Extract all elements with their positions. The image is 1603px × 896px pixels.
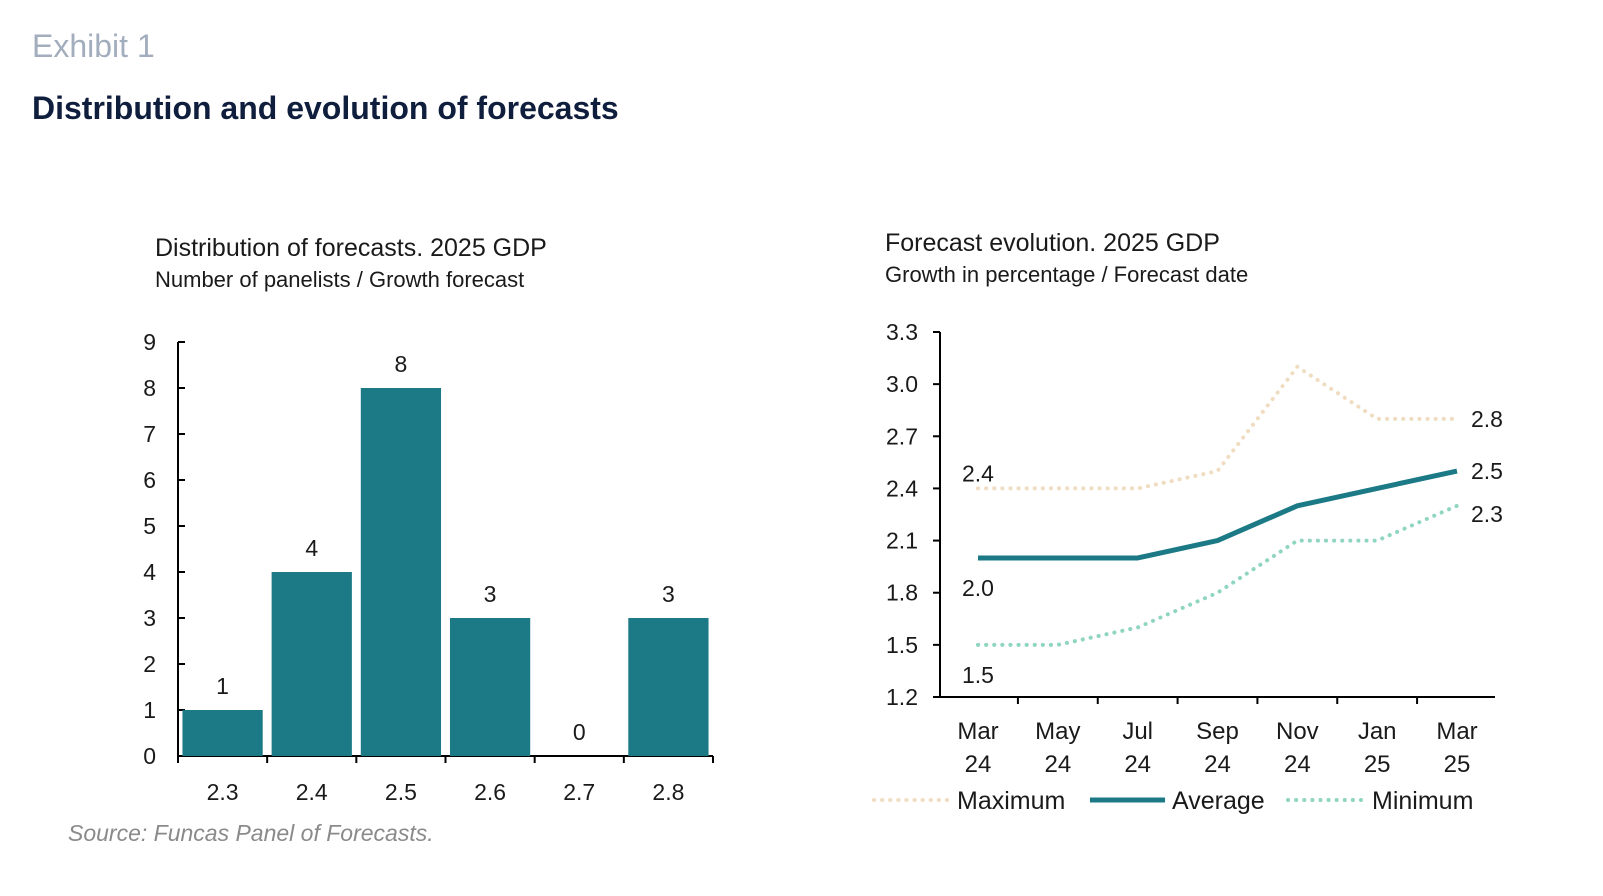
series-line-minimum (976, 503, 1459, 647)
line-y-tick-label: 1.5 (886, 632, 918, 658)
line-x-tick-label-month: Jul (1122, 718, 1153, 745)
line-y-tick-label: 2.4 (886, 475, 918, 501)
line-x-tick-label-month: Jan (1358, 718, 1397, 745)
bar (449, 618, 531, 756)
series-start-label-average: 2.0 (962, 575, 994, 601)
line-y-tick-label: 3.0 (886, 371, 918, 397)
bar-y-tick-label: 9 (143, 329, 156, 355)
source-note: Source: Funcas Panel of Forecasts. (68, 820, 434, 846)
legend-label-average: Average (1172, 787, 1265, 815)
line-x-tick-label-year: 25 (1364, 751, 1391, 778)
bar-y-tick-label: 1 (143, 697, 156, 723)
line-x-tick-label-year: 24 (1044, 751, 1071, 778)
legend-label-minimum: Minimum (1372, 787, 1473, 815)
line-x-tick-label-month: Sep (1196, 718, 1239, 745)
bar-x-tick-label: 2.5 (385, 779, 417, 805)
bar-data-label: 3 (662, 581, 675, 607)
bar-data-label: 0 (573, 719, 586, 745)
bar-x-tick-label: 2.6 (474, 779, 506, 805)
bar-chart-subtitle: Number of panelists / Growth forecast (155, 267, 524, 292)
bar (360, 388, 442, 756)
line-x-tick-label-year: 24 (1204, 751, 1231, 778)
bar-y-tick-label: 2 (143, 651, 156, 677)
bar (628, 618, 709, 756)
line-chart: 1.2 1.5 1.8 2.1 2.4 2.7 3.0 3.3 Mar 24 May 24 Jul 24 S… (872, 319, 1503, 815)
line-y-tick-label: 2.7 (886, 423, 918, 449)
line-chart-subtitle: Growth in percentage / Forecast date (885, 262, 1248, 287)
bar-data-label: 3 (484, 581, 497, 607)
bar-y-tick-label: 8 (143, 375, 156, 401)
series-line-average (978, 468, 1458, 561)
line-x-tick-label-year: 24 (1284, 751, 1311, 778)
bar-x-tick-label: 2.8 (652, 779, 684, 805)
bar-y-tick-label: 5 (143, 513, 156, 539)
series-end-label-maximum: 2.8 (1471, 406, 1503, 432)
series-end-label-average: 2.5 (1471, 458, 1503, 484)
bar-chart: 0 1 2 3 4 5 6 7 8 9 1 2.3 4 2.4 8 2.5 3 2.6 0 2.7 3 2.8 (143, 329, 714, 805)
bar-y-tick-label: 4 (143, 559, 156, 585)
series-start-label-minimum: 1.5 (962, 662, 994, 688)
bar (271, 572, 352, 756)
line-chart-title: Forecast evolution. 2025 GDP (885, 229, 1220, 257)
line-y-tick-label: 2.1 (886, 528, 918, 554)
bar-y-tick-label: 3 (143, 605, 156, 631)
series-start-label-maximum: 2.4 (962, 460, 994, 486)
line-x-tick-label-year: 24 (1124, 751, 1151, 778)
bar-y-tick-label: 7 (143, 421, 156, 447)
page-title: Distribution and evolution of forecasts (32, 90, 619, 126)
bar-x-tick-label: 2.3 (207, 779, 239, 805)
series-end-label-minimum: 2.3 (1471, 501, 1503, 527)
series-line-maximum (976, 364, 1459, 491)
line-x-tick-label-month: Mar (957, 718, 998, 745)
line-x-tick-label-month: Mar (1436, 718, 1477, 745)
bar-x-tick-label: 2.7 (563, 779, 595, 805)
exhibit-label: Exhibit 1 (32, 28, 155, 64)
bar-y-tick-label: 0 (143, 743, 156, 769)
line-x-tick-label-year: 25 (1444, 751, 1471, 778)
bar-data-label: 4 (305, 535, 318, 561)
bar-y-tick-label: 6 (143, 467, 156, 493)
line-y-tick-label: 1.2 (886, 684, 918, 710)
bar-chart-title: Distribution of forecasts. 2025 GDP (155, 234, 547, 262)
bar-x-tick-label: 2.4 (296, 779, 328, 805)
bar-data-label: 1 (216, 673, 229, 699)
line-x-tick-label-month: May (1035, 718, 1080, 745)
line-x-tick-label-year: 24 (965, 751, 992, 778)
legend-label-maximum: Maximum (957, 787, 1065, 815)
line-x-tick-label-month: Nov (1276, 718, 1319, 745)
line-y-tick-label: 1.8 (886, 580, 918, 606)
line-y-tick-label: 3.3 (886, 319, 918, 345)
bar (182, 710, 263, 756)
bar-data-label: 8 (395, 351, 408, 377)
